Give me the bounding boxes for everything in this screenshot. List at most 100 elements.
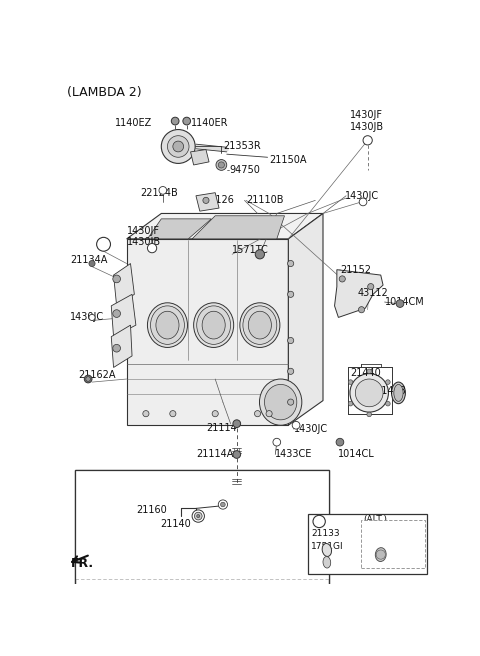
Ellipse shape [243,306,277,344]
Ellipse shape [322,543,332,556]
Text: 1014CL: 1014CL [338,449,375,459]
Circle shape [273,438,281,446]
Circle shape [86,377,90,381]
Text: 21152: 21152 [340,264,371,275]
Bar [75,470,329,656]
Polygon shape [288,213,323,425]
Circle shape [350,374,388,412]
Text: (ALT.): (ALT.) [363,515,387,523]
Circle shape [89,260,95,266]
Circle shape [355,379,383,407]
Text: 1430JC: 1430JC [294,424,328,434]
Ellipse shape [151,306,184,344]
Ellipse shape [202,311,225,339]
Polygon shape [335,270,383,318]
Circle shape [194,512,202,520]
Circle shape [168,136,189,157]
Polygon shape [127,213,323,239]
Ellipse shape [193,303,234,348]
Text: a: a [101,240,106,249]
Ellipse shape [147,303,188,348]
Circle shape [368,283,374,290]
Ellipse shape [392,382,406,403]
Text: 21160: 21160 [137,505,168,515]
Polygon shape [192,216,285,239]
Polygon shape [111,295,136,337]
Circle shape [113,344,120,352]
Circle shape [96,237,110,251]
Circle shape [216,159,227,171]
Circle shape [173,141,184,152]
Text: 21314A: 21314A [363,529,397,537]
Text: 21134A: 21134A [71,255,108,264]
Circle shape [359,306,365,313]
Text: 1430JC: 1430JC [345,191,379,201]
Circle shape [212,411,218,417]
Circle shape [396,300,404,308]
Text: 21140: 21140 [160,519,191,529]
Text: 21150A: 21150A [269,155,307,165]
Circle shape [183,117,191,125]
Circle shape [288,368,294,375]
Text: FR.: FR. [71,558,94,570]
Text: 1751GI: 1751GI [312,543,344,552]
Circle shape [339,276,345,282]
Circle shape [367,412,372,417]
Text: 21110B: 21110B [246,195,284,205]
Polygon shape [147,219,211,239]
Circle shape [171,117,179,125]
Text: 24126: 24126 [204,195,235,205]
Text: 21114A: 21114A [196,449,233,459]
Ellipse shape [375,548,386,562]
Circle shape [385,401,390,406]
Circle shape [288,291,294,297]
Text: 43112: 43112 [358,288,388,298]
Text: 1430JF
1430JB: 1430JF 1430JB [127,226,161,247]
Circle shape [89,314,95,321]
Circle shape [385,380,390,384]
Text: 1430JF
1430JB: 1430JF 1430JB [350,110,384,132]
Circle shape [143,411,149,417]
Circle shape [203,197,209,203]
Circle shape [161,129,195,163]
Ellipse shape [156,311,179,339]
Text: 1430JC: 1430JC [71,312,105,322]
Text: 21133: 21133 [312,529,340,537]
Circle shape [218,500,228,509]
Text: 21162A: 21162A [78,370,116,380]
Circle shape [336,438,344,446]
Ellipse shape [240,303,280,348]
Text: a: a [317,517,322,526]
Circle shape [218,162,225,168]
Circle shape [348,401,353,406]
Circle shape [221,502,225,507]
Circle shape [113,275,120,283]
Text: 21114: 21114 [206,422,237,432]
Circle shape [170,411,176,417]
Text: 21443: 21443 [375,386,406,396]
Text: 94750: 94750 [229,165,260,174]
Circle shape [113,310,120,318]
Bar [75,470,329,656]
Circle shape [288,399,294,405]
Text: 1140EZ: 1140EZ [115,118,152,129]
Circle shape [192,510,204,522]
Polygon shape [111,325,132,367]
Circle shape [363,136,372,145]
Text: 1140ER: 1140ER [191,118,228,129]
Circle shape [348,380,353,384]
Ellipse shape [197,306,230,344]
Polygon shape [191,150,209,165]
Circle shape [359,198,367,206]
Text: 1571TC: 1571TC [232,245,269,255]
Circle shape [288,337,294,344]
Text: (LAMBDA 2): (LAMBDA 2) [67,86,142,99]
Text: 21440: 21440 [350,368,381,378]
Circle shape [254,411,261,417]
Bar [361,520,425,567]
Circle shape [197,514,200,518]
Polygon shape [127,239,288,425]
Ellipse shape [248,311,271,339]
Circle shape [233,420,240,428]
Polygon shape [196,193,219,211]
